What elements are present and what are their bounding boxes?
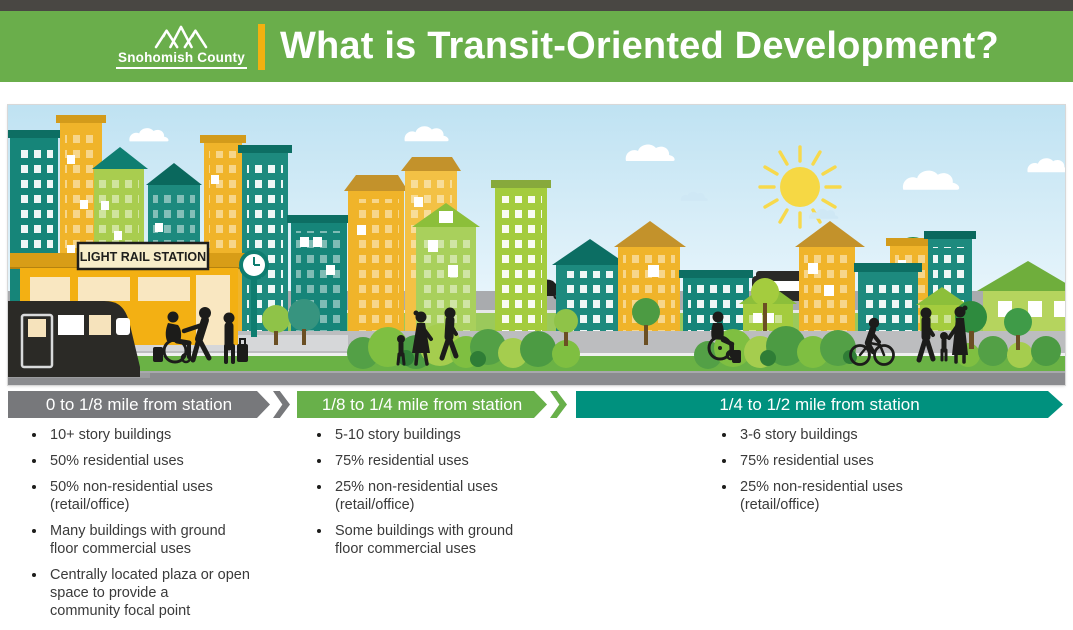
bullet-item: 5-10 story buildings: [332, 427, 553, 445]
bullet-item: 50% residential uses: [47, 453, 268, 471]
bullet-item: Centrally located plaza or open space to…: [47, 567, 268, 621]
zone-banner-quarter-to-half: 1/4 to 1/2 mile from station: [576, 391, 1063, 418]
wheelchair-user: [707, 311, 741, 363]
station-sign: LIGHT RAIL STATION: [80, 250, 206, 264]
people: [153, 305, 968, 366]
logo-text: Snohomish County: [116, 50, 247, 69]
walking-man: [439, 307, 459, 361]
wheelchair-user-and-helper: [153, 307, 212, 364]
walking-family: [916, 305, 968, 364]
page-title: What is Transit-Oriented Development?: [279, 25, 999, 67]
bullet-item: Many buildings with ground floor commerc…: [47, 523, 268, 559]
train: [8, 301, 150, 378]
station-clock: [239, 250, 269, 337]
gold-divider-bar: [257, 23, 265, 70]
zone-banner-eighth-to-quarter: 1/8 to 1/4 mile from station: [297, 391, 547, 418]
bullet-item: 3-6 story buildings: [737, 427, 958, 445]
city-illustration: LIGHT RAIL STATION: [7, 104, 1066, 386]
bullet-item: 75% residential uses: [737, 453, 958, 471]
zone-3-details: 3-6 story buildings 75% residential uses…: [720, 427, 958, 523]
traveler-with-luggage: [223, 312, 248, 364]
mountain-trees-icon: [155, 25, 208, 49]
cityscape-svg: LIGHT RAIL STATION: [8, 105, 1065, 385]
bullet-item: 25% non-residential uses (retail/office): [332, 479, 553, 515]
sun-icon: [758, 145, 842, 229]
woman-with-child: [396, 310, 433, 366]
cyclist: [849, 317, 895, 366]
bullet-item: 50% non-residential uses (retail/office): [47, 479, 268, 515]
bullet-item: 75% residential uses: [332, 453, 553, 471]
top-dark-strip: [0, 0, 1073, 11]
chevron-arrow-icon: [273, 391, 290, 418]
snohomish-county-logo: Snohomish County: [116, 24, 247, 69]
chevron-arrow-icon: [550, 391, 567, 418]
bullet-item: Some buildings with ground floor commerc…: [332, 523, 553, 559]
distance-banner-row: 0 to 1/8 mile from station 1/8 to 1/4 mi…: [8, 391, 1063, 418]
mid-buildings: [287, 157, 686, 343]
street: [8, 371, 1065, 385]
zone-2-details: 5-10 story buildings 75% residential use…: [315, 427, 553, 567]
bullet-item: 10+ story buildings: [47, 427, 268, 445]
zone-banner-0-to-eighth: 0 to 1/8 mile from station: [8, 391, 270, 418]
zone-1-details: 10+ story buildings 50% residential uses…: [30, 427, 268, 629]
header-banner: Snohomish County What is Transit-Oriente…: [0, 11, 1073, 82]
bullet-item: 25% non-residential uses (retail/office): [737, 479, 958, 515]
street-edge: [8, 371, 1065, 373]
